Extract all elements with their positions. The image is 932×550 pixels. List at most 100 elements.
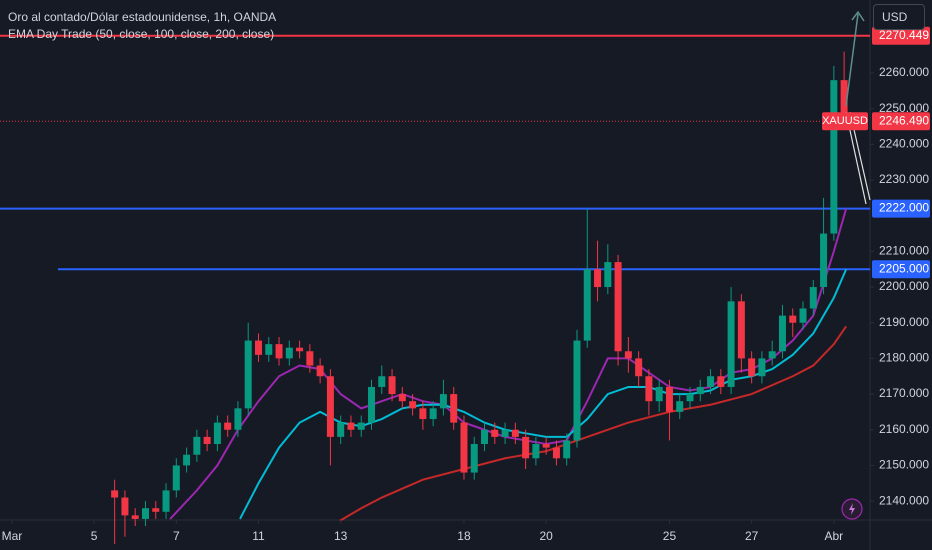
candle-body xyxy=(809,287,817,309)
y-tick-label: 2240.000 xyxy=(879,137,929,151)
level-label: 2205.000 xyxy=(879,261,929,275)
y-tick-label: 2190.000 xyxy=(879,315,929,329)
y-tick-label: 2150.000 xyxy=(879,458,929,472)
x-tick-label: Mar xyxy=(2,529,23,543)
candle-body xyxy=(552,447,560,459)
candle-body xyxy=(799,308,807,323)
arrow-line xyxy=(845,13,859,107)
y-tick-label: 2260.000 xyxy=(879,65,929,79)
candle-body xyxy=(563,440,571,459)
alert-icon[interactable] xyxy=(841,498,863,520)
candle-body xyxy=(501,429,509,437)
candle-body xyxy=(491,429,499,437)
x-tick-label: 18 xyxy=(457,529,471,543)
candle-body xyxy=(614,262,622,352)
x-tick-label: 20 xyxy=(539,529,553,543)
candle-body xyxy=(717,376,725,387)
currency-button[interactable]: USD xyxy=(873,4,925,30)
plot-area xyxy=(0,34,870,544)
x-tick-label: Abr xyxy=(824,529,843,543)
candle-body xyxy=(347,422,355,430)
candle-body xyxy=(573,340,581,441)
level-label-box xyxy=(872,199,930,218)
level-label: 2222.000 xyxy=(879,201,929,215)
x-tick-label: 11 xyxy=(252,529,265,543)
candle-body xyxy=(398,394,406,402)
candle-body xyxy=(542,444,550,448)
y-tick-label: 2210.000 xyxy=(879,244,929,258)
candle-body xyxy=(357,422,365,430)
candle-body xyxy=(326,376,334,437)
candle-body xyxy=(758,358,766,377)
candle-body xyxy=(152,508,160,512)
symbol-tag-box xyxy=(822,112,868,131)
candle-body xyxy=(409,401,417,409)
candle-body xyxy=(470,444,478,473)
candle-body xyxy=(193,436,201,455)
candle-body xyxy=(665,386,673,412)
candle-body xyxy=(820,233,828,288)
candle-body xyxy=(450,394,458,423)
candle-body xyxy=(111,490,119,498)
candle-body xyxy=(234,408,242,430)
arrow-head xyxy=(851,10,865,22)
candle-body xyxy=(635,358,643,377)
candle-body xyxy=(378,376,386,387)
candle-body xyxy=(203,436,211,445)
y-tick-label: 2170.000 xyxy=(879,386,929,400)
x-tick-label: 25 xyxy=(663,529,677,543)
candle-body xyxy=(244,340,252,409)
candle-body xyxy=(748,358,756,377)
candle-body xyxy=(511,429,519,437)
y-tick-label: 2160.000 xyxy=(879,422,929,436)
candle-body xyxy=(655,386,663,402)
candle-body xyxy=(265,344,273,355)
candle-body xyxy=(830,80,838,234)
candle-body xyxy=(141,508,149,519)
x-tick-label: 27 xyxy=(745,529,759,543)
candle-body xyxy=(162,490,170,512)
x-tick-label: 13 xyxy=(334,529,348,543)
y-tick-label: 2200.000 xyxy=(879,279,929,293)
candle-body xyxy=(419,408,427,420)
candle-body xyxy=(439,394,447,409)
last-price-label: 2246.490 xyxy=(879,113,929,127)
candle-body xyxy=(183,454,191,466)
candle-body xyxy=(285,347,293,359)
level-label: 2270.449 xyxy=(879,28,929,42)
candle-body xyxy=(275,344,283,359)
candle-body xyxy=(522,436,530,459)
symbol-title: Oro al contado/Dólar estadounidense, 1h,… xyxy=(8,10,277,24)
candle-body xyxy=(532,444,540,459)
candle-body xyxy=(306,351,314,366)
candle-body xyxy=(296,347,304,352)
candle-body xyxy=(840,80,848,122)
last-price-box xyxy=(872,112,930,131)
y-tick-label: 2180.000 xyxy=(879,351,929,365)
ema-line xyxy=(339,325,847,522)
candle-body xyxy=(429,408,437,420)
candle-body xyxy=(388,376,396,395)
candle-body xyxy=(481,429,489,445)
y-tick-label: 2230.000 xyxy=(879,172,929,186)
candle-body xyxy=(676,401,684,412)
candle-body xyxy=(337,422,345,437)
candle-body xyxy=(768,351,776,359)
alert-icon-bolt[interactable] xyxy=(849,503,855,515)
candle-body xyxy=(707,376,715,387)
candle-body xyxy=(696,386,704,395)
candle-body xyxy=(778,315,786,352)
candle-body xyxy=(645,376,653,402)
level-label-box xyxy=(872,260,930,279)
indicator-title: EMA Day Trade (50, close, 100, close, 20… xyxy=(8,27,275,41)
x-tick-label: 7 xyxy=(173,529,180,543)
y-tick-label: 2250.000 xyxy=(879,101,929,115)
level-label-box xyxy=(872,26,930,45)
candle-body xyxy=(737,301,745,359)
candle-body xyxy=(213,422,221,445)
candle-body xyxy=(131,515,139,519)
x-tick-label: 5 xyxy=(91,529,98,543)
candle-body xyxy=(172,465,180,491)
